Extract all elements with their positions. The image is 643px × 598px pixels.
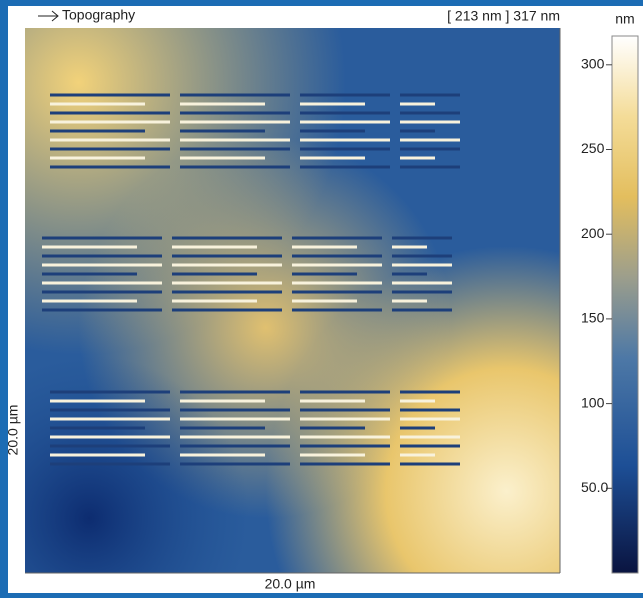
y-axis-label: 20.0 µm	[5, 405, 21, 456]
colorbar-tick-label: 50.0	[581, 479, 608, 495]
colorbar-tick-label: 150	[581, 310, 605, 326]
page: Topography [ 213 nm ] 317 nm 20.0 µm 20.…	[0, 0, 643, 593]
colorbar-tick-label: 250	[581, 140, 605, 156]
colorbar-unit: nm	[615, 11, 634, 27]
x-axis-label: 20.0 µm	[265, 576, 316, 592]
afm-viewer: Topography [ 213 nm ] 317 nm 20.0 µm 20.…	[0, 0, 643, 593]
channel-name: Topography	[62, 7, 135, 23]
range-label: [ 213 nm ] 317 nm	[447, 8, 560, 24]
colorbar	[612, 36, 638, 573]
colorbar-tick-label: 100	[581, 394, 605, 410]
afm-image	[25, 28, 560, 573]
colorbar-tick-label: 300	[581, 56, 605, 72]
colorbar-tick-label: 200	[581, 225, 605, 241]
